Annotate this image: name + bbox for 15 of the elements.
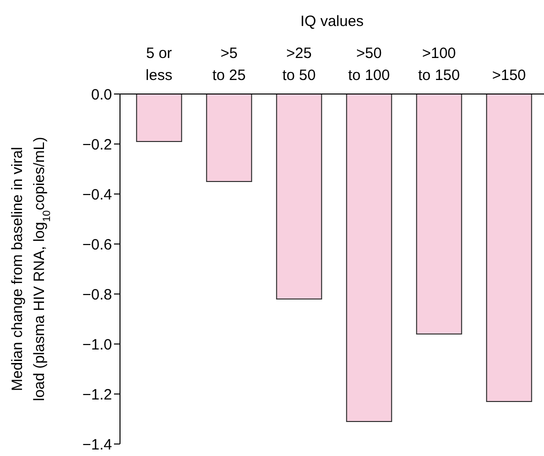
x-tick-label: >150 (492, 67, 526, 84)
x-tick-label: >100 to 150 (418, 45, 460, 84)
y-tick-label: −0.6 (82, 236, 112, 254)
y-tick-label: −1.4 (82, 436, 112, 454)
y-tick-label: −0.2 (82, 136, 112, 154)
y-tick-label: −1.2 (82, 386, 112, 404)
y-tick-label: −0.8 (82, 286, 112, 304)
x-axis-title: IQ values (300, 13, 364, 30)
y-tick-label: 0.0 (91, 86, 112, 104)
x-tick-label: >25 to 50 (282, 45, 316, 84)
x-tick-label: 5 or less (146, 45, 172, 84)
x-tick-label: >50 to 100 (348, 45, 390, 84)
y-tick-label: −0.4 (82, 186, 112, 204)
x-tick-label: >5 to 25 (212, 45, 246, 84)
y-tick-label: −1.0 (82, 336, 112, 354)
